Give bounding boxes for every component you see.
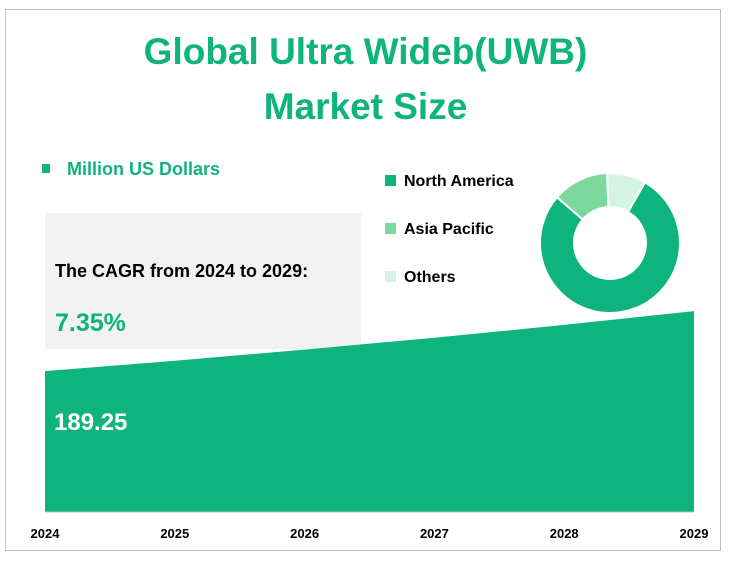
x-tick-label: 2029 (680, 526, 709, 541)
legend-swatch-asia-pacific (385, 223, 396, 234)
chart-title-line-2: Market Size (263, 86, 468, 127)
cagr-box: The CAGR from 2024 to 2029: 7.35% (45, 213, 361, 349)
cagr-value: 7.35% (55, 309, 126, 337)
legend-label-others: Others (404, 269, 456, 286)
legend-swatch-others (385, 271, 396, 282)
unit-label: Million US Dollars (42, 157, 220, 181)
legend-label-asia-pacific: Asia Pacific (404, 221, 494, 238)
legend-item-others: Others (385, 268, 456, 288)
x-tick-label: 2024 (31, 526, 61, 541)
chart-title-line-1: Global Ultra Wideb(UWB) (143, 31, 588, 72)
donut-slice-north-america (539, 181, 681, 314)
legend-item-north-america: North America (385, 172, 514, 192)
unit-marker-icon (42, 164, 50, 173)
unit-label-text: Million US Dollars (67, 159, 221, 179)
x-tick-label: 2028 (550, 526, 579, 541)
legend-swatch-north-america (385, 175, 396, 186)
x-tick-label: 2027 (420, 526, 449, 541)
donut-slice-others (606, 172, 647, 214)
x-tick-label: 2026 (290, 526, 319, 541)
x-tick-label: 2025 (160, 526, 189, 541)
legend-item-asia-pacific: Asia Pacific (385, 220, 494, 240)
start-value-label: 189.25 (54, 409, 128, 436)
area-series (45, 311, 694, 512)
cagr-label: The CAGR from 2024 to 2029: (55, 261, 309, 281)
legend-label-north-america: North America (404, 173, 514, 190)
